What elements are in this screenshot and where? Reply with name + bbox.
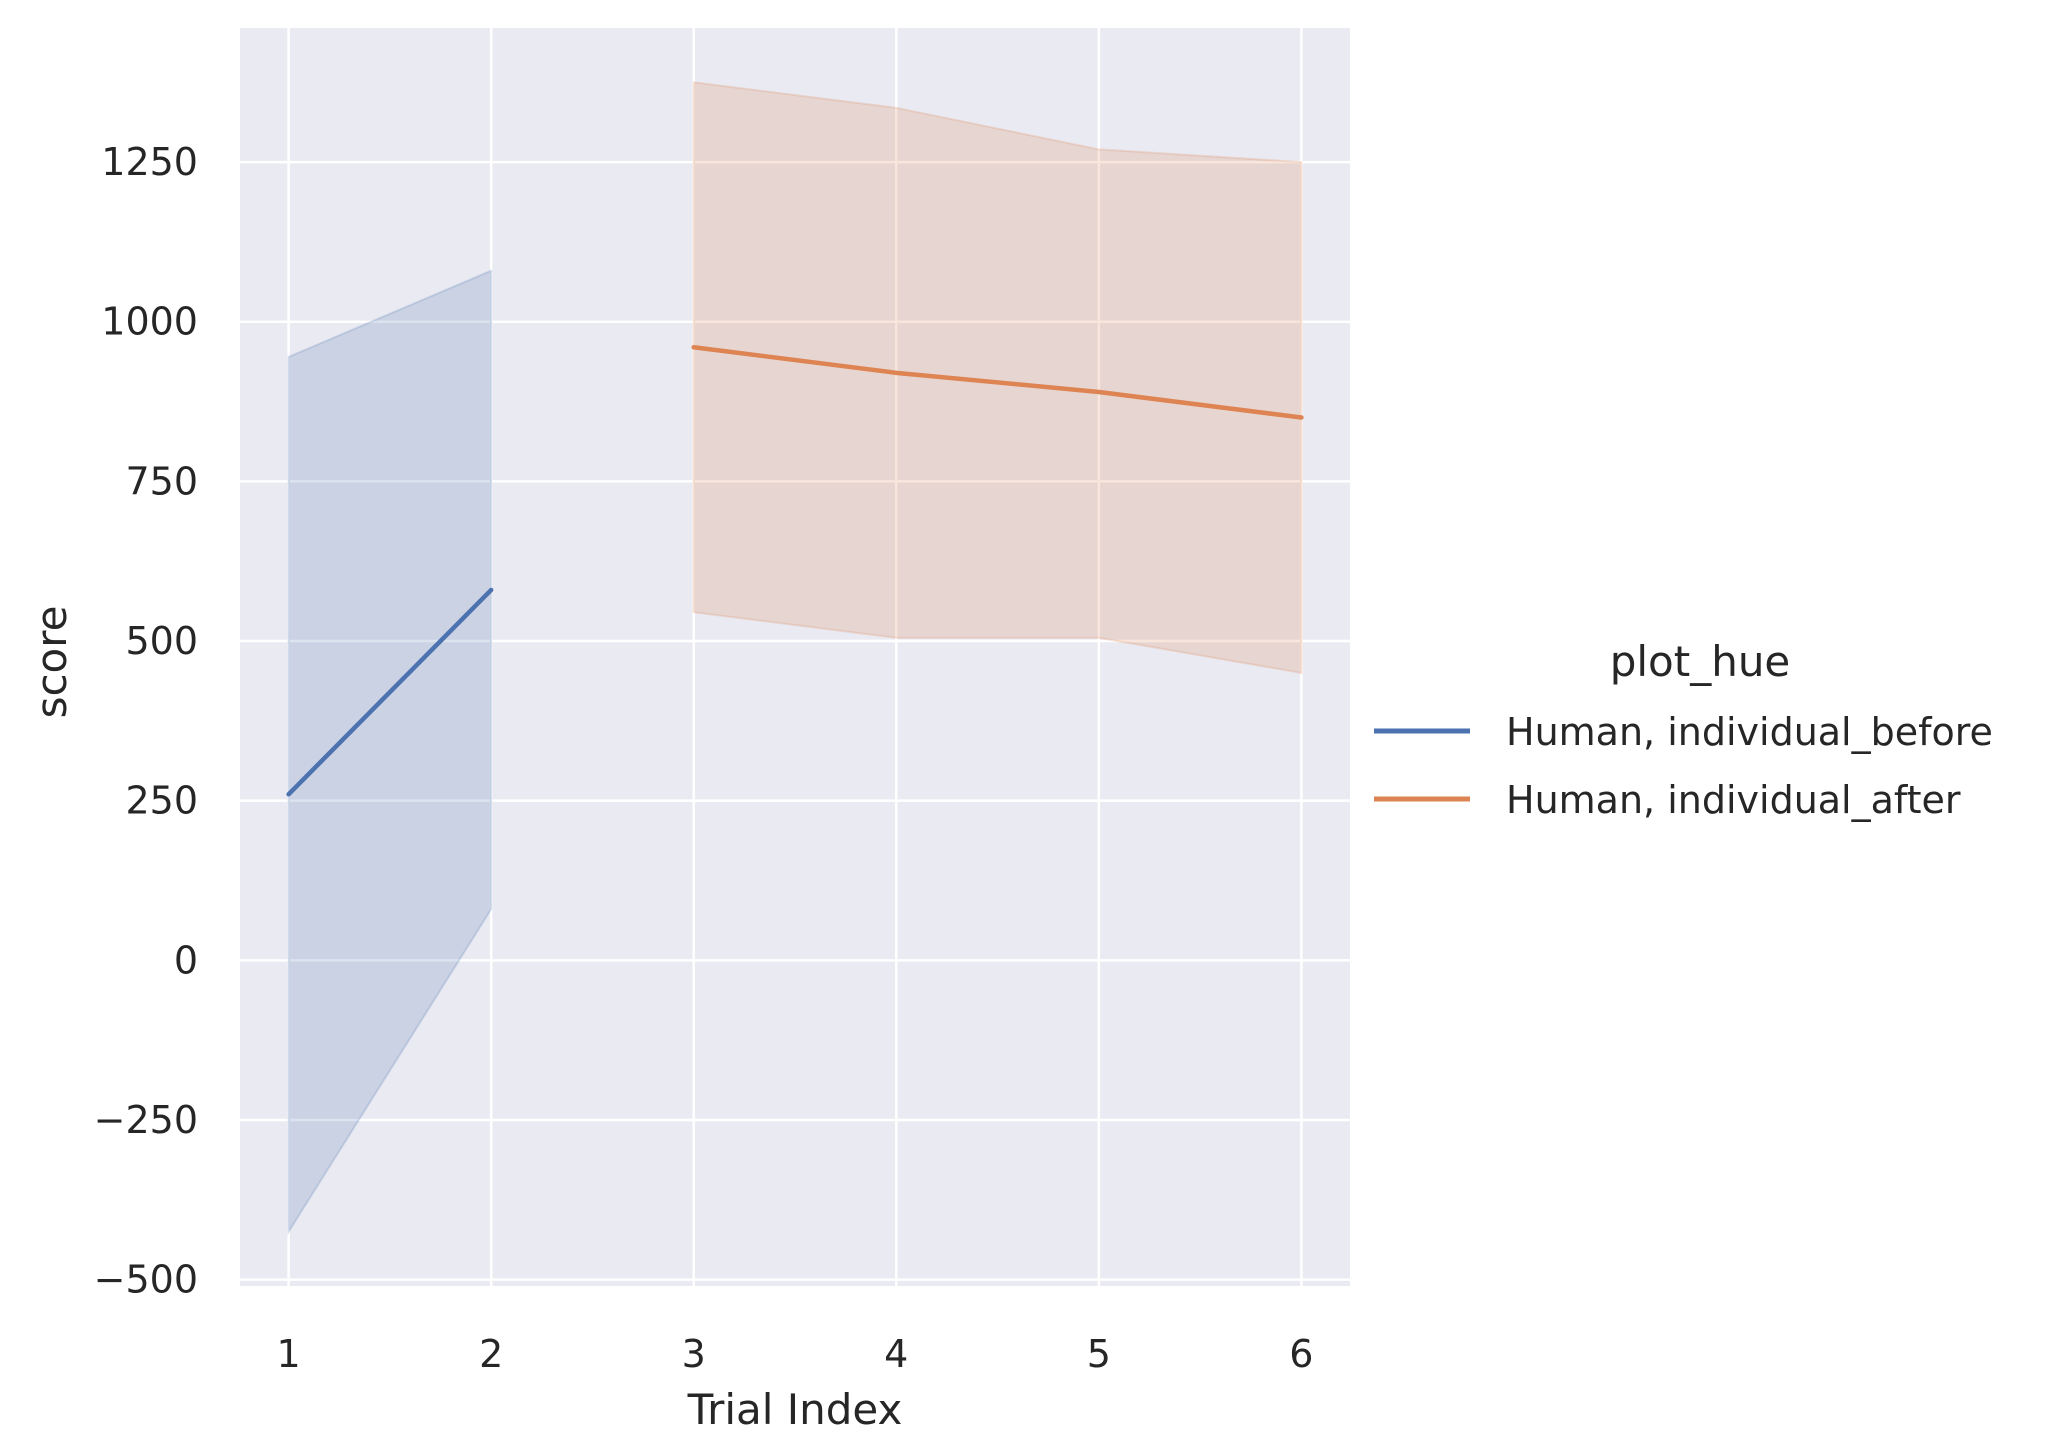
x-tick-label: 3	[682, 1332, 706, 1376]
series-0-confidence-band	[287, 269, 493, 1236]
series-lines	[286, 345, 1304, 797]
y-tick-label: 750	[125, 459, 198, 503]
series-1-line	[691, 345, 1304, 420]
x-tick-label: 6	[1289, 1332, 1313, 1376]
grid-lines	[240, 28, 1350, 1286]
y-tick-label: −250	[94, 1098, 198, 1142]
y-tick-label: −500	[94, 1258, 198, 1302]
y-tick-label: 250	[125, 779, 198, 823]
x-axis-label: Trial Index	[687, 1385, 903, 1434]
x-tick-label: 5	[1087, 1332, 1111, 1376]
legend-title: plot_hue	[1610, 637, 1791, 686]
y-tick-label: 1000	[101, 300, 198, 344]
legend-label-after: Human, individual_after	[1506, 778, 1961, 822]
y-tick-label: 0	[174, 938, 198, 982]
series-0-line	[286, 587, 494, 797]
x-tick-label: 4	[884, 1332, 908, 1376]
x-tick-label: 2	[479, 1332, 503, 1376]
legend-label-before: Human, individual_before	[1506, 710, 1993, 754]
y-tick-label: 1250	[101, 140, 198, 184]
y-axis-label: score	[27, 606, 76, 719]
y-tick-labels: −500 −250 0 250 500 750 1000 1250	[94, 140, 198, 1302]
y-tick-label: 500	[125, 619, 198, 663]
confidence-bands	[287, 81, 1303, 1236]
legend: plot_hue Human, individual_before Human,…	[1374, 637, 1993, 822]
x-tick-label: 1	[277, 1332, 301, 1376]
series-1-confidence-band	[692, 81, 1303, 675]
x-tick-labels: 1 2 3 4 5 6	[277, 1332, 1314, 1376]
